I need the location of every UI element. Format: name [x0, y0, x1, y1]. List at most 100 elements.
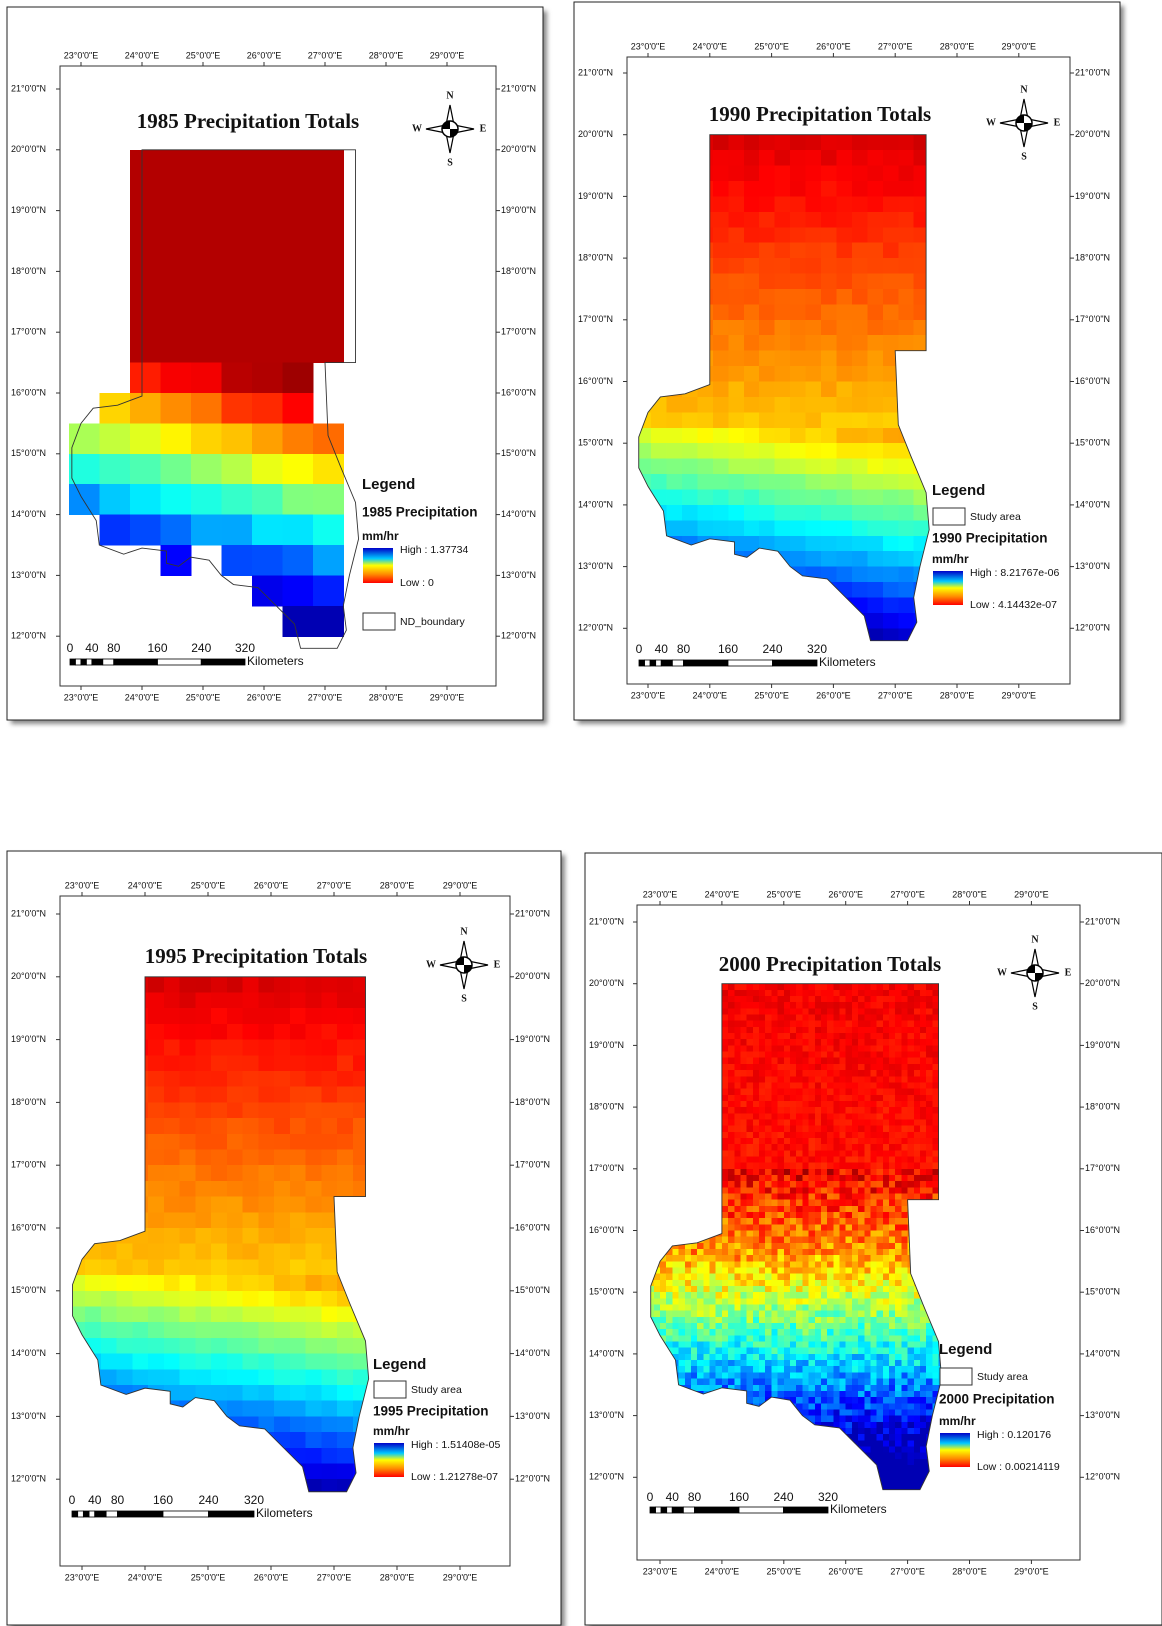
raster-cell [895, 1416, 902, 1423]
raster-cell [740, 1132, 747, 1139]
raster-cell [864, 1446, 871, 1453]
raster-cell [759, 1323, 766, 1330]
raster-cell [775, 366, 791, 382]
raster-cell [747, 984, 754, 991]
raster-cell [846, 1070, 853, 1077]
raster-cell [901, 1224, 908, 1231]
raster-cell [778, 1113, 785, 1120]
raster-cell [908, 1446, 915, 1453]
raster-cell [883, 1095, 890, 1102]
raster-cell [728, 1126, 735, 1133]
raster-cell [914, 1391, 921, 1398]
raster-cell [221, 180, 252, 211]
raster-cell [744, 243, 760, 259]
raster-cell [195, 1369, 211, 1385]
raster-cell [290, 1055, 306, 1071]
raster-cell [809, 1070, 816, 1077]
scale-bar-segment [95, 1511, 106, 1517]
raster-cell [282, 575, 313, 606]
raster-cell [243, 1040, 259, 1056]
legend-high: High : 0.120176 [977, 1429, 1051, 1441]
raster-cell [211, 1150, 227, 1166]
raster-cell [858, 1286, 865, 1293]
raster-cell [685, 1261, 692, 1268]
longitude-label: 29°0'0"E [1014, 1566, 1049, 1576]
latitude-label: 12°0'0"N [1075, 623, 1110, 633]
raster-cell [846, 1045, 853, 1052]
raster-cell [227, 1181, 243, 1197]
map-title: 1985 Precipitation Totals [137, 109, 359, 133]
raster-cell [833, 1181, 840, 1188]
raster-cell [802, 1033, 809, 1040]
raster-cell [889, 1335, 896, 1342]
raster-cell [908, 1286, 915, 1293]
raster-cell [852, 412, 868, 428]
raster-cell [775, 428, 791, 444]
raster-cell [802, 1039, 809, 1046]
raster-cell [877, 1286, 884, 1293]
raster-cell [877, 1335, 884, 1342]
raster-cell [258, 1338, 274, 1354]
raster-cell [870, 1045, 877, 1052]
legend-high: High : 1.51408e-05 [411, 1439, 500, 1451]
raster-cell [771, 1089, 778, 1096]
raster-cell [775, 304, 791, 320]
raster-cell [858, 1052, 865, 1059]
raster-cell [740, 1237, 747, 1244]
raster-cell [809, 1379, 816, 1386]
raster-cell [864, 1298, 871, 1305]
raster-cell [710, 1261, 717, 1268]
raster-cell [840, 1015, 847, 1022]
raster-cell [778, 1218, 785, 1225]
raster-cell [148, 1024, 164, 1040]
raster-cell [740, 1224, 747, 1231]
raster-cell [926, 1379, 933, 1386]
longitude-label: 27°0'0"E [308, 50, 343, 60]
raster-cell [898, 289, 914, 305]
scale-bar-label: 160 [729, 1490, 749, 1504]
raster-cell [895, 1397, 902, 1404]
raster-cell [666, 1292, 673, 1299]
raster-cell [211, 1369, 227, 1385]
raster-cell [790, 1200, 797, 1207]
raster-cell [870, 1138, 877, 1145]
raster-cell [858, 1409, 865, 1416]
raster-cell [180, 1055, 196, 1071]
raster-cell [806, 459, 822, 475]
raster-cell [211, 1024, 227, 1040]
raster-cell [778, 1163, 785, 1170]
raster-cell [796, 1280, 803, 1287]
raster-cell [784, 1354, 791, 1361]
raster-cell [870, 1101, 877, 1108]
raster-cell [710, 1372, 717, 1379]
raster-cell [877, 1218, 884, 1225]
raster-cell [901, 1076, 908, 1083]
raster-cell [901, 1434, 908, 1441]
raster-cell [282, 241, 313, 272]
raster-cell [744, 181, 760, 197]
raster-cell [864, 1243, 871, 1250]
raster-cell [765, 1212, 772, 1219]
raster-cell [877, 1243, 884, 1250]
compass-letter: S [1021, 151, 1027, 162]
raster-cell [833, 1027, 840, 1034]
raster-cell [901, 1231, 908, 1238]
raster-cell [740, 1089, 747, 1096]
raster-cell [867, 443, 883, 459]
raster-cell [784, 1027, 791, 1034]
raster-cell [809, 1274, 816, 1281]
raster-cell [722, 1286, 729, 1293]
raster-cell [790, 536, 806, 552]
raster-cell [85, 1275, 101, 1291]
longitude-label: 29°0'0"E [1002, 41, 1037, 51]
longitude-label: 28°0'0"E [369, 50, 404, 60]
raster-cell [759, 274, 775, 290]
raster-cell [926, 1132, 933, 1139]
raster-cell [784, 1193, 791, 1200]
raster-cell [252, 211, 283, 242]
raster-cell [908, 1366, 915, 1373]
raster-cell [747, 1311, 754, 1318]
raster-cell [914, 1076, 921, 1083]
raster-cell [744, 443, 760, 459]
raster-cell [227, 1244, 243, 1260]
